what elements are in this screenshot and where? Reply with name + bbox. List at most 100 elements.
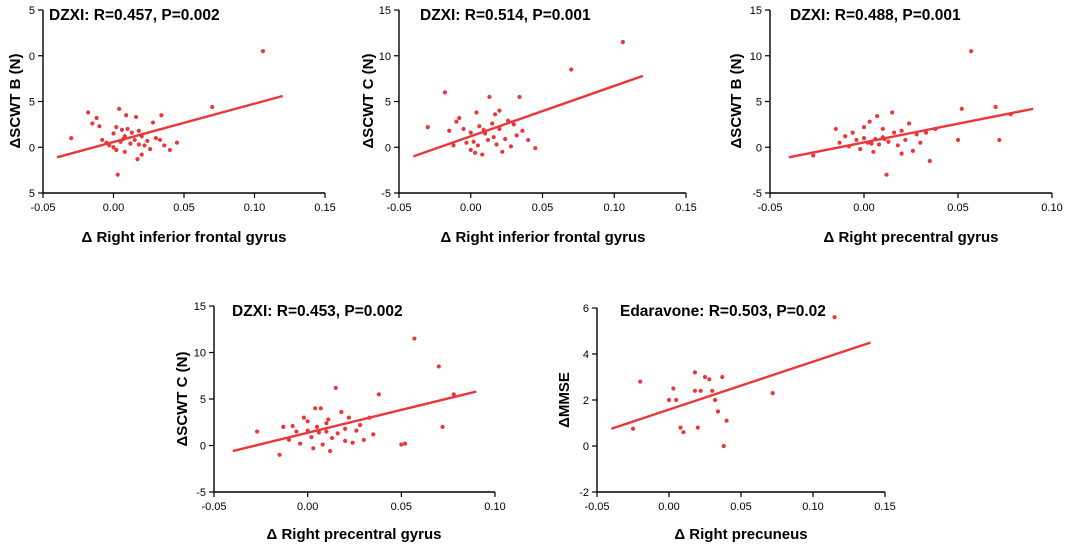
panel-b-data-point bbox=[457, 115, 462, 121]
panel-b-data-point bbox=[485, 137, 491, 143]
panel-e-data-point bbox=[712, 397, 718, 403]
panel-a-title: DZXI: R=0.457, P=0.002 bbox=[49, 7, 220, 24]
panel-a-data-point bbox=[174, 140, 180, 145]
panel-e-data-point bbox=[721, 443, 726, 449]
panel-c-x-tick-label: 0.05 bbox=[947, 202, 968, 214]
panel-b-y-tick-label: 15 bbox=[379, 5, 391, 17]
panel-d-title: DZXI: R=0.453, P=0.002 bbox=[232, 303, 403, 320]
panel-a: DZXI: R=0.457, P=0.002 Δ Right inferior … bbox=[7, 5, 336, 246]
panel-b-data-point bbox=[471, 139, 476, 144]
panel-e-y-tick-label: 0 bbox=[583, 441, 589, 453]
panel-c-y-tick-label: 15 bbox=[750, 5, 762, 17]
panel-b-x-tick-label: 0.00 bbox=[460, 202, 481, 214]
panel-a-data-point bbox=[111, 131, 116, 136]
panel-a-data-point bbox=[132, 137, 137, 143]
panel-c-data-point bbox=[865, 140, 870, 145]
panel-e-data-point bbox=[715, 409, 721, 414]
panel-c-data-point bbox=[923, 130, 929, 135]
panel-a-data-point bbox=[135, 157, 140, 162]
panel-c-data-point bbox=[884, 172, 889, 177]
panel-c-data-point bbox=[933, 126, 938, 132]
panel-d-data-point bbox=[313, 406, 318, 411]
panel-b-regression-line bbox=[412, 74, 644, 158]
panel-e-data-point bbox=[695, 425, 700, 430]
panel-a-data-point bbox=[128, 141, 133, 146]
panel-d-data-point bbox=[346, 415, 351, 420]
panel-b-x-tick-label: -0.05 bbox=[386, 202, 411, 214]
panel-c-data-point bbox=[886, 139, 891, 144]
panel-b-data-point bbox=[514, 133, 519, 138]
panel-d-data-point bbox=[440, 424, 445, 429]
panel-d-data-point bbox=[367, 415, 372, 420]
panel-c-data-point bbox=[880, 126, 885, 132]
panel-c-data-point bbox=[882, 136, 887, 142]
panel-e-regression-line bbox=[611, 341, 871, 430]
panel-d-data-point bbox=[402, 441, 408, 446]
panel-a-x-tick-label: 0.10 bbox=[244, 202, 265, 214]
panel-d-y-tick-label: 5 bbox=[200, 394, 206, 406]
panel-a-data-point bbox=[94, 115, 99, 121]
panel-b-data-point bbox=[483, 131, 488, 136]
panel-b-data-point bbox=[490, 121, 495, 126]
panel-e-data-point bbox=[671, 386, 676, 391]
panel-c: DZXI: R=0.488, P=0.001 Δ Right precentra… bbox=[728, 5, 1063, 246]
panel-d-data-point bbox=[277, 452, 282, 457]
panel-e-data-point bbox=[666, 397, 672, 403]
panel-a-data-point bbox=[129, 130, 134, 135]
panel-a-data-point bbox=[260, 49, 266, 54]
panel-d-data-point bbox=[451, 392, 456, 397]
panel-d-data-point bbox=[286, 437, 292, 443]
panel-b-x-tick-label: 0.05 bbox=[532, 202, 553, 214]
panel-b-data-point bbox=[497, 108, 502, 113]
panel-c-data-point bbox=[955, 137, 961, 143]
panel-b-data-point bbox=[620, 39, 625, 45]
panel-e-data-point bbox=[630, 426, 636, 431]
panel-c-data-point bbox=[1008, 112, 1013, 117]
panel-a-data-point bbox=[157, 137, 163, 143]
panel-d-data-point bbox=[376, 392, 381, 397]
panel-d-data-point bbox=[371, 432, 376, 437]
panel-d-y-axis-label: ΔSCWT C (N) bbox=[174, 352, 191, 447]
panel-b-data-point bbox=[500, 149, 505, 154]
panel-d-data-point bbox=[399, 442, 404, 447]
panel-a-data-point bbox=[122, 134, 127, 139]
panel-c-x-tick-label: 0.10 bbox=[1041, 202, 1062, 214]
panel-a-data-point bbox=[117, 106, 122, 111]
panel-b-data-point bbox=[481, 127, 486, 132]
panel-b-data-point bbox=[477, 124, 482, 129]
panel-a-data-point bbox=[69, 136, 74, 141]
panel-b-x-axis-label: Δ Right inferior frontal gyrus bbox=[441, 229, 646, 246]
panel-a-x-axis-label: Δ Right inferior frontal gyrus bbox=[82, 229, 287, 246]
panel-d-data-point bbox=[343, 426, 348, 431]
panel-d-data-point bbox=[309, 435, 314, 440]
panel-a-data-point bbox=[86, 110, 91, 115]
panel-c-x-tick-label: 0.00 bbox=[853, 202, 874, 214]
panel-e-title: Edaravone: R=0.503, P=0.02 bbox=[620, 303, 826, 320]
panel-c-y-axis-label: ΔSCWT B (N) bbox=[728, 54, 745, 149]
panel-c-data-point bbox=[811, 153, 816, 158]
panel-d-data-point bbox=[316, 430, 322, 435]
panel-d-data-point bbox=[311, 446, 316, 451]
panel-d-data-point bbox=[333, 385, 338, 390]
panel-c-data-point bbox=[869, 141, 874, 146]
panel-a-data-point bbox=[133, 114, 139, 120]
panel-e-data-point bbox=[724, 418, 729, 423]
panel-d-data-point bbox=[324, 421, 329, 426]
panel-e-data-point bbox=[681, 430, 686, 435]
panel-a-data-point bbox=[159, 113, 164, 118]
panel-b-data-point bbox=[494, 142, 499, 147]
panel-e-y-tick-label: 4 bbox=[583, 349, 589, 361]
panel-b-data-point bbox=[461, 126, 466, 132]
panel-b-data-point bbox=[474, 110, 479, 115]
panel-c-data-point bbox=[927, 158, 932, 164]
panel-e-data-point bbox=[692, 388, 698, 393]
panel-c-data-point bbox=[843, 134, 848, 139]
panel-b-data-point bbox=[468, 147, 473, 153]
panel-d-x-tick-label: 0.00 bbox=[297, 501, 318, 513]
panel-a-regression-line bbox=[56, 94, 284, 159]
panel-b-title: DZXI: R=0.514, P=0.001 bbox=[420, 7, 591, 24]
panel-a-x-tick-label: 0.00 bbox=[103, 202, 124, 214]
panel-d-data-point bbox=[324, 429, 329, 434]
panel-b-data-point bbox=[526, 137, 531, 143]
panel-d: DZXI: R=0.453, P=0.002 Δ Right precentra… bbox=[174, 301, 506, 543]
